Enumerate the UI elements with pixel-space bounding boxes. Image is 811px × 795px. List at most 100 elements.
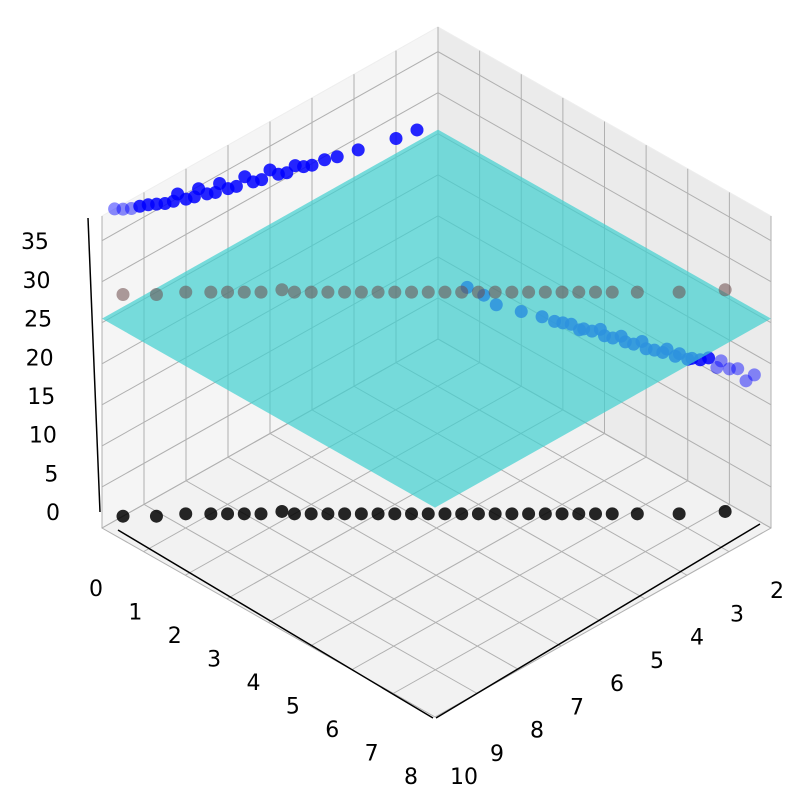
point-xy: [455, 507, 469, 521]
point-yz: [229, 179, 243, 193]
y-tick-label: 8: [530, 719, 544, 744]
point-xy: [304, 507, 318, 521]
z-tick-label: 25: [24, 308, 52, 333]
point-xyz: [605, 285, 619, 299]
point-xy: [522, 507, 536, 521]
z-tick-label: 15: [27, 385, 55, 410]
point-xyz: [421, 285, 435, 299]
x-tick-label: 7: [365, 742, 379, 767]
point-xyz: [338, 285, 352, 299]
point-xy: [179, 507, 193, 521]
y-axis-line: [435, 523, 761, 719]
point-xy: [338, 507, 352, 521]
x-tick-label: 0: [89, 577, 103, 602]
point-xz: [747, 368, 761, 382]
fitted-surface: [102, 129, 771, 508]
grid-line-z: [101, 92, 772, 283]
point-yz: [305, 158, 319, 172]
point-xyz: [522, 285, 536, 299]
point-xyz: [287, 285, 301, 299]
x-tick: [346, 671, 354, 676]
point-xy: [275, 504, 289, 518]
point-xyz: [354, 285, 368, 299]
point-yz: [108, 202, 122, 216]
z-tick-label: 0: [46, 501, 60, 526]
y-tick-label: 3: [730, 602, 744, 627]
fitted-plane: [102, 129, 771, 508]
point-xyz: [275, 283, 289, 297]
point-xz: [714, 354, 728, 368]
point-yz: [351, 143, 365, 157]
point-xy: [538, 507, 552, 521]
point-xyz: [221, 285, 235, 299]
point-xyz: [538, 285, 552, 299]
point-xyz: [179, 285, 193, 299]
y-tick-label: 4: [690, 626, 704, 651]
point-xy: [149, 509, 163, 523]
point-xy: [555, 507, 569, 521]
point-xyz: [672, 285, 686, 299]
point-xyz: [388, 285, 402, 299]
y-tick-label: 2: [770, 579, 784, 604]
x-tick: [425, 718, 433, 723]
y-tick: [516, 672, 524, 677]
point-xy: [488, 507, 502, 521]
point-xy: [438, 507, 452, 521]
point-xyz: [405, 285, 419, 299]
point-xyz: [438, 285, 452, 299]
y-tick-label: 5: [650, 649, 664, 674]
point-xyz: [321, 285, 335, 299]
point-xy: [471, 507, 485, 521]
point-xyz: [589, 285, 602, 299]
y-tick: [436, 718, 444, 723]
point-xz: [722, 362, 736, 376]
point-xy: [630, 507, 644, 521]
point-xyz: [555, 285, 569, 299]
point-xz: [739, 374, 753, 388]
point-xyz: [455, 285, 469, 299]
z-tick-label: 20: [26, 346, 54, 371]
point-xy: [388, 507, 402, 521]
point-xyz: [718, 283, 732, 297]
point-xyz: [471, 285, 485, 299]
y-tick: [556, 648, 564, 653]
y-tick-label: 6: [610, 672, 624, 697]
y-tick-label: 10: [450, 765, 478, 790]
x-tick-label: 6: [325, 718, 339, 743]
point-xy: [116, 509, 130, 523]
point-xy: [254, 507, 268, 521]
point-xyz: [116, 288, 130, 302]
y-tick: [476, 695, 484, 700]
point-xy: [718, 504, 732, 518]
point-yz: [389, 131, 403, 145]
point-xyz: [371, 285, 385, 299]
z-tick-label: 5: [44, 462, 58, 487]
point-xy: [237, 507, 251, 521]
z-tick-label: 35: [21, 230, 49, 255]
x-tick-label: 1: [128, 601, 142, 626]
x-axis-line: [117, 529, 434, 719]
point-yz: [410, 123, 424, 137]
point-xy: [354, 507, 368, 521]
grid-line-z: [101, 51, 772, 242]
y-tick-label: 9: [490, 742, 504, 767]
point-xy: [321, 507, 335, 521]
point-xyz: [204, 285, 218, 299]
point-xy: [405, 507, 419, 521]
point-xy: [605, 507, 619, 521]
point-xy: [505, 507, 519, 521]
point-xz: [710, 361, 724, 375]
z-tick-label: 10: [29, 424, 57, 449]
point-xyz: [505, 285, 519, 299]
x-tick-label: 5: [286, 695, 300, 720]
point-xyz: [488, 285, 502, 299]
y-tick-label: 7: [570, 695, 584, 720]
point-yz: [330, 150, 344, 164]
z-axis-line: [87, 217, 101, 513]
x-tick-label: 2: [168, 624, 182, 649]
plane-points: [116, 283, 732, 302]
point-xy: [204, 507, 218, 521]
point-xy: [221, 507, 235, 521]
